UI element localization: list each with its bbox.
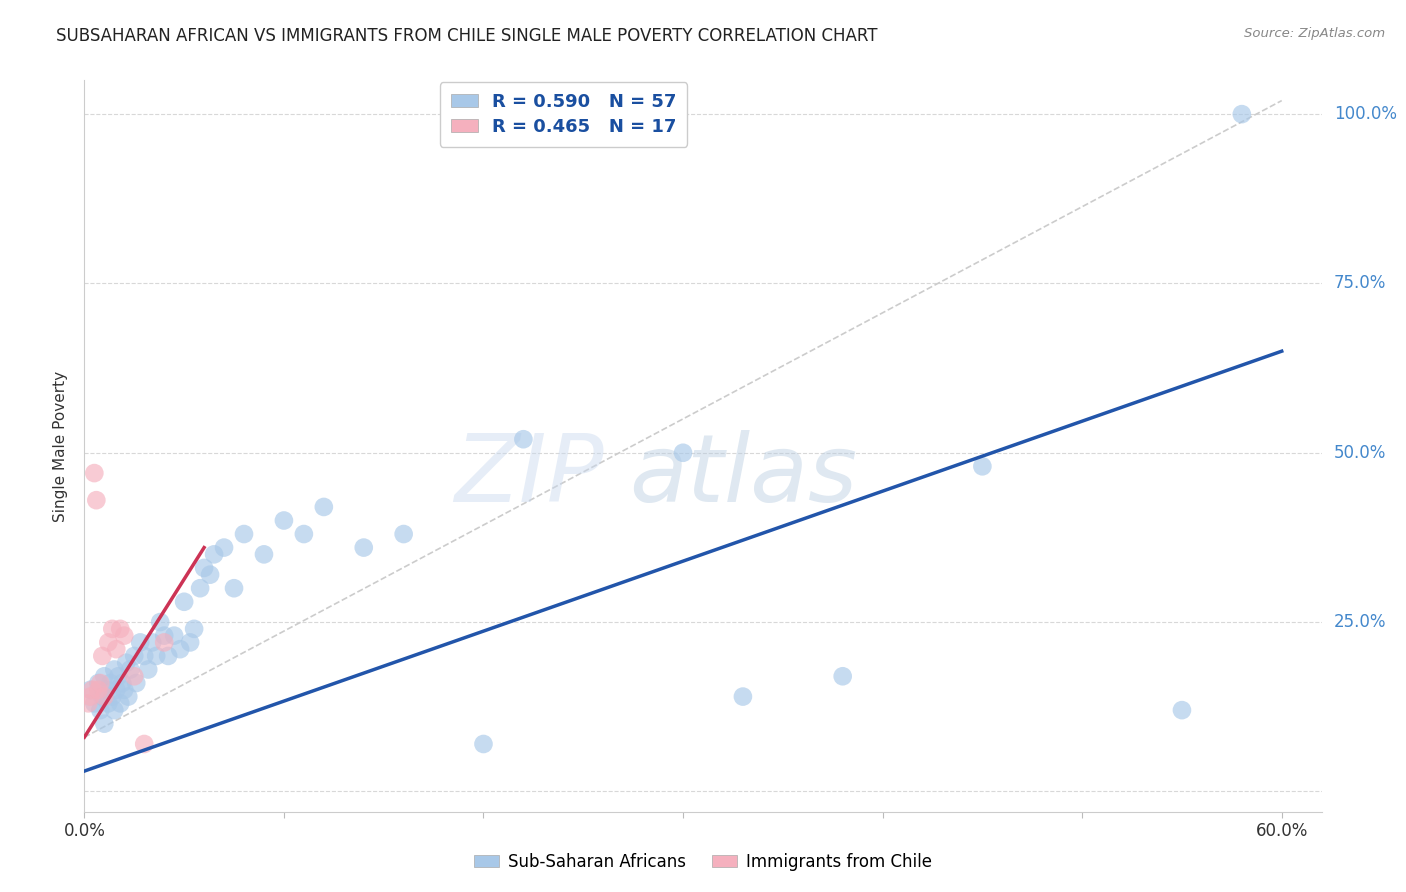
- Point: [117, 690, 139, 704]
- Point: [89, 703, 111, 717]
- Point: [91, 690, 114, 704]
- Point: [222, 581, 245, 595]
- Point: [120, 663, 142, 677]
- Point: [82, 682, 104, 697]
- Point: [153, 635, 176, 649]
- Point: [96, 682, 118, 697]
- Point: [93, 669, 115, 683]
- Point: [122, 669, 145, 683]
- Point: [731, 690, 754, 704]
- Point: [112, 682, 135, 697]
- Point: [972, 459, 994, 474]
- Point: [136, 663, 159, 677]
- Point: [110, 622, 132, 636]
- Point: [353, 541, 375, 555]
- Point: [97, 635, 120, 649]
- Point: [198, 567, 221, 582]
- Point: [86, 493, 108, 508]
- Point: [93, 716, 115, 731]
- Point: [103, 663, 125, 677]
- Text: 75.0%: 75.0%: [1334, 275, 1386, 293]
- Point: [134, 648, 156, 663]
- Point: [89, 676, 111, 690]
- Point: [253, 547, 276, 561]
- Point: [97, 697, 120, 711]
- Point: [193, 561, 215, 575]
- Y-axis label: Single Male Poverty: Single Male Poverty: [53, 370, 69, 522]
- Point: [115, 656, 138, 670]
- Point: [233, 527, 256, 541]
- Point: [212, 541, 235, 555]
- Point: [157, 648, 180, 663]
- Point: [83, 466, 105, 480]
- Point: [125, 676, 148, 690]
- Point: [202, 547, 225, 561]
- Point: [107, 669, 129, 683]
- Point: [79, 682, 101, 697]
- Point: [103, 703, 125, 717]
- Text: atlas: atlas: [628, 430, 858, 521]
- Point: [101, 690, 124, 704]
- Point: [129, 635, 152, 649]
- Text: 25.0%: 25.0%: [1334, 613, 1386, 631]
- Point: [112, 629, 135, 643]
- Point: [273, 514, 295, 528]
- Point: [141, 635, 163, 649]
- Point: [149, 615, 172, 629]
- Point: [93, 690, 115, 704]
- Point: [163, 629, 186, 643]
- Point: [91, 648, 114, 663]
- Point: [169, 642, 191, 657]
- Point: [512, 432, 534, 446]
- Text: 50.0%: 50.0%: [1334, 444, 1386, 462]
- Point: [145, 648, 167, 663]
- Point: [179, 635, 201, 649]
- Point: [105, 642, 128, 657]
- Point: [110, 697, 132, 711]
- Point: [173, 595, 195, 609]
- Point: [831, 669, 853, 683]
- Point: [87, 676, 110, 690]
- Point: [101, 622, 124, 636]
- Text: 100.0%: 100.0%: [1334, 105, 1398, 123]
- Point: [188, 581, 211, 595]
- Point: [83, 697, 105, 711]
- Point: [105, 682, 128, 697]
- Text: ZIP: ZIP: [454, 430, 605, 521]
- Point: [312, 500, 335, 514]
- Point: [79, 690, 101, 704]
- Point: [472, 737, 495, 751]
- Legend: Sub-Saharan Africans, Immigrants from Chile: Sub-Saharan Africans, Immigrants from Ch…: [465, 845, 941, 880]
- Point: [1230, 107, 1253, 121]
- Point: [111, 676, 134, 690]
- Text: Source: ZipAtlas.com: Source: ZipAtlas.com: [1244, 27, 1385, 40]
- Point: [153, 629, 176, 643]
- Point: [392, 527, 415, 541]
- Point: [183, 622, 205, 636]
- Point: [87, 682, 110, 697]
- Legend: R = 0.590   N = 57, R = 0.465   N = 17: R = 0.590 N = 57, R = 0.465 N = 17: [440, 82, 688, 147]
- Point: [672, 446, 695, 460]
- Point: [292, 527, 315, 541]
- Point: [1171, 703, 1194, 717]
- Text: SUBSAHARAN AFRICAN VS IMMIGRANTS FROM CHILE SINGLE MALE POVERTY CORRELATION CHAR: SUBSAHARAN AFRICAN VS IMMIGRANTS FROM CH…: [56, 27, 877, 45]
- Point: [77, 697, 100, 711]
- Point: [134, 737, 156, 751]
- Point: [122, 648, 145, 663]
- Point: [98, 676, 121, 690]
